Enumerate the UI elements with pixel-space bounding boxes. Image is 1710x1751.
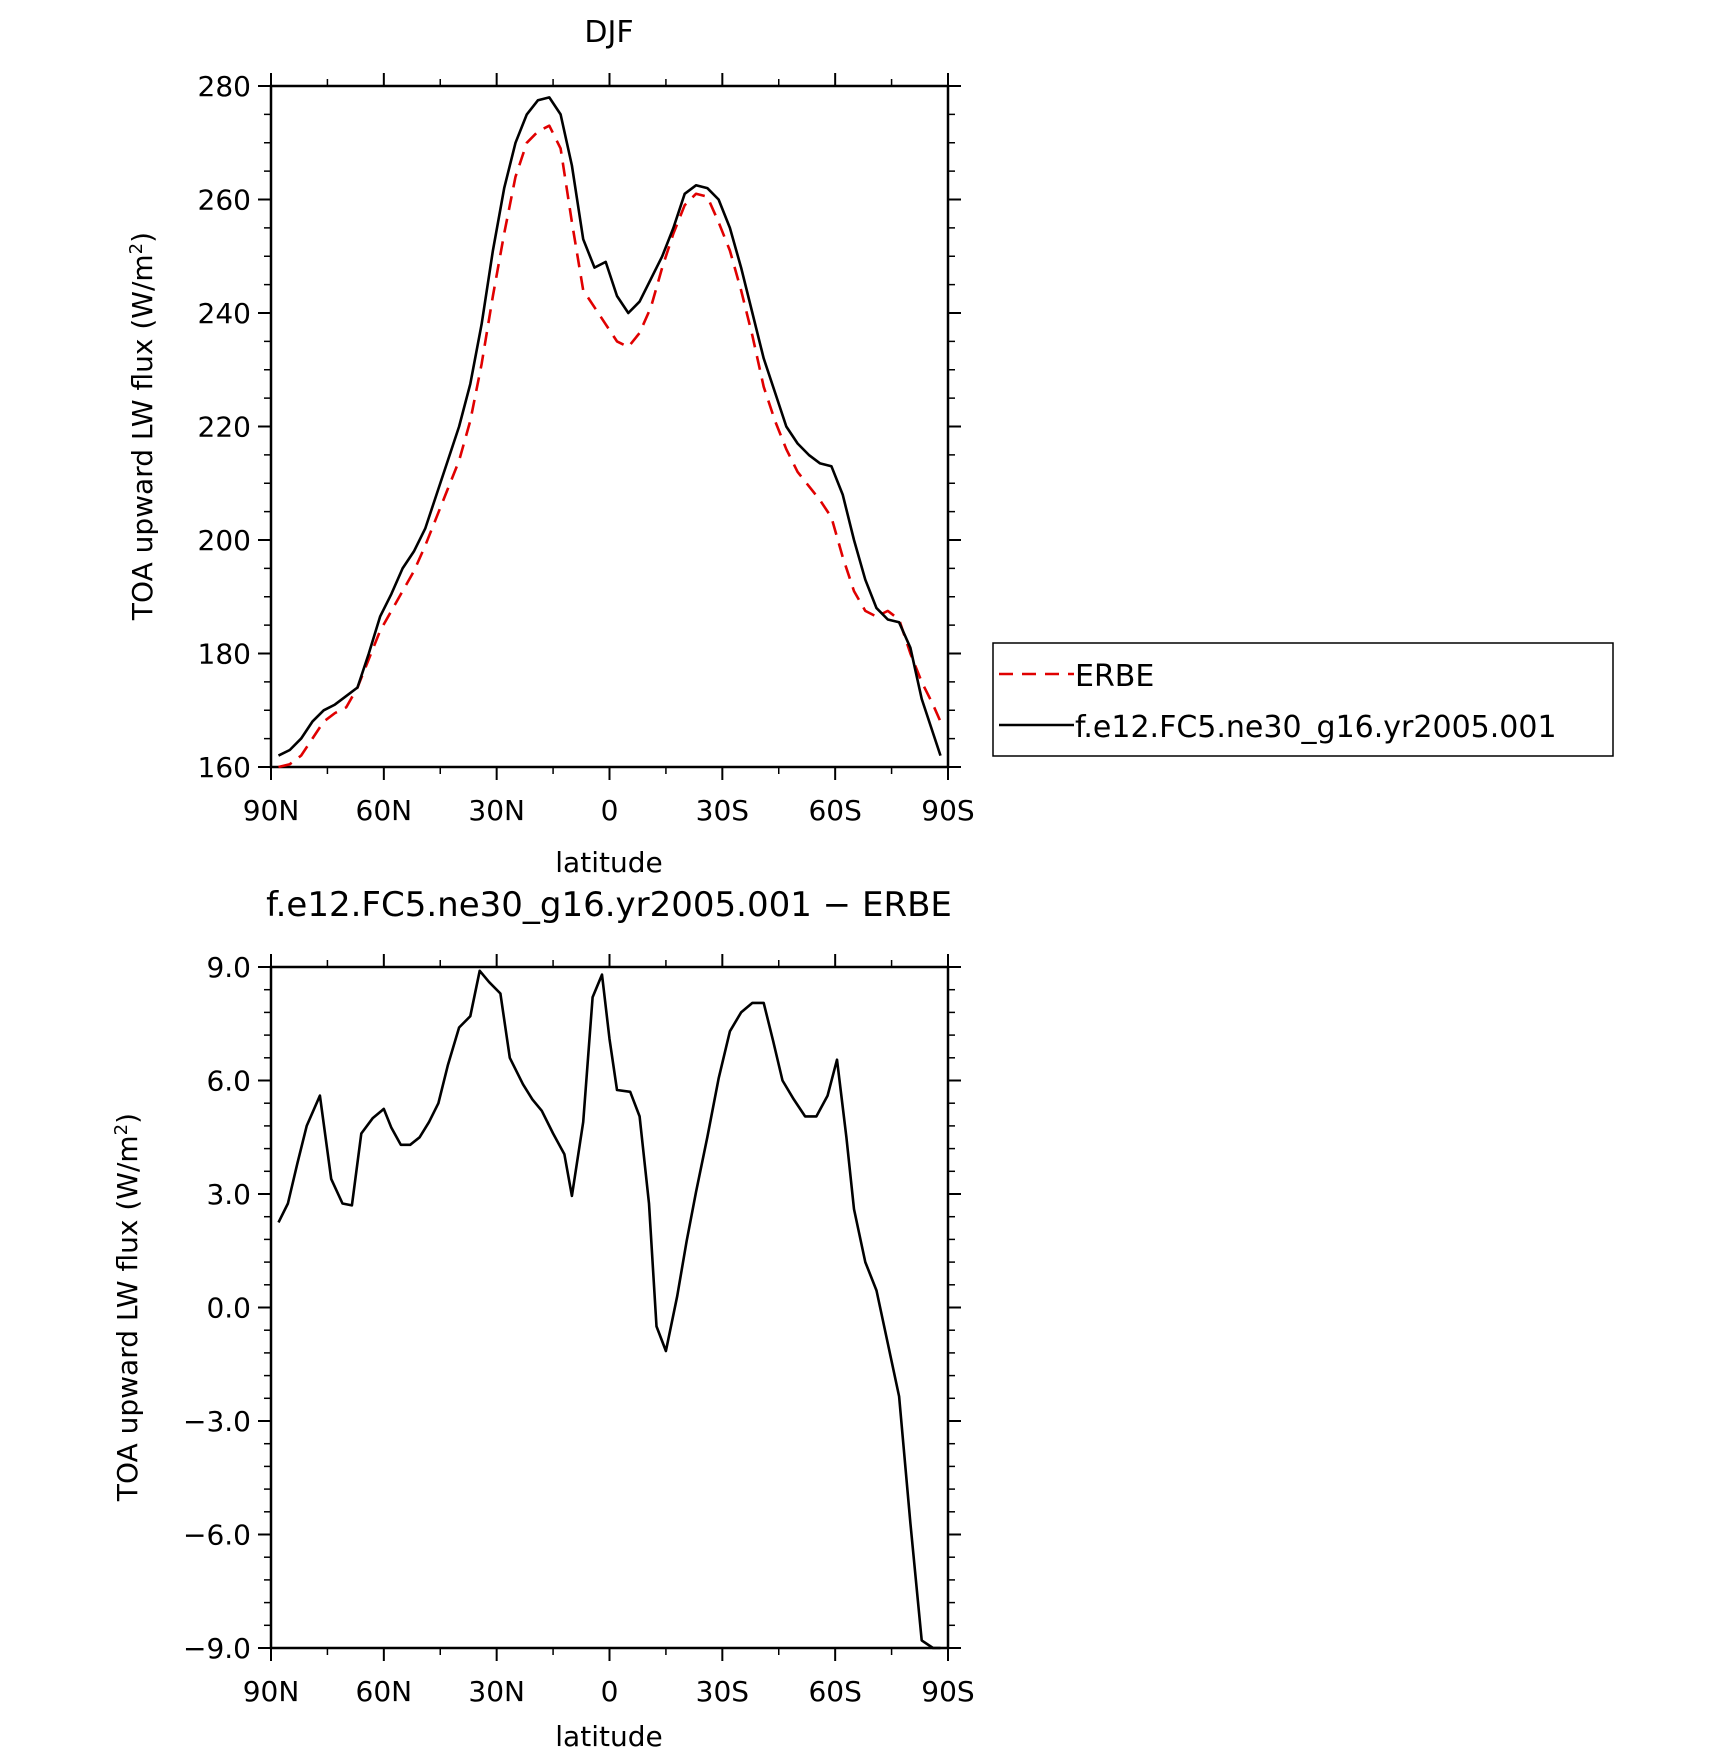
y-tick-label: 3.0 (206, 1178, 251, 1211)
y-tick-label: 240 (198, 297, 251, 330)
top-y-tick-labels: 160 180 200 220 240 260 280 (198, 70, 251, 784)
y-tick-label: 220 (198, 411, 251, 444)
bottom-plot-frame (269, 965, 950, 1650)
bottom-panel: f.e12.FC5.ne30_g16.yr2005.001 − ERBE 9.0… (111, 885, 975, 1751)
y-tick-label: 9.0 (206, 951, 251, 984)
bottom-series-group (277, 969, 941, 1650)
bottom-x-axis-label: latitude (555, 1720, 662, 1751)
legend: ERBE f.e12.FC5.ne30_g16.yr2005.001 (992, 642, 1614, 757)
legend-label-erbe: ERBE (1075, 659, 1154, 694)
y-tick-label: −9.0 (183, 1632, 251, 1665)
x-tick-label: 90N (243, 1675, 300, 1708)
x-tick-label: 60S (808, 794, 861, 827)
series-line-model (277, 96, 942, 757)
y-tick-label: 0.0 (206, 1292, 251, 1325)
top-series-group (277, 96, 942, 769)
top-plot-frame (269, 84, 950, 769)
x-tick-label: 60N (356, 1675, 413, 1708)
top-y-axis-label: TOA upward LW flux (W/m2) (126, 232, 159, 621)
x-tick-label: 60S (808, 1675, 861, 1708)
x-tick-label: 90S (921, 794, 974, 827)
top-axis-ticks (258, 73, 961, 780)
y-tick-label: 200 (198, 524, 251, 557)
y-tick-label: 260 (198, 184, 251, 217)
series-line-difference (277, 969, 941, 1650)
bottom-y-axis-label: TOA upward LW flux (W/m2) (111, 1113, 144, 1502)
y-tick-label: 160 (198, 751, 251, 784)
x-tick-label: 30N (468, 794, 525, 827)
top-x-axis-label: latitude (555, 846, 662, 879)
bottom-axis-ticks (258, 954, 961, 1661)
legend-label-model: f.e12.FC5.ne30_g16.yr2005.001 (1075, 710, 1557, 745)
x-tick-label: 30S (696, 1675, 749, 1708)
y-tick-label: −6.0 (183, 1519, 251, 1552)
x-tick-label: 0 (601, 1675, 619, 1708)
x-tick-label: 90N (243, 794, 300, 827)
legend-box (992, 642, 1614, 757)
bottom-y-tick-labels: 9.0 6.0 3.0 0.0 −3.0 −6.0 −9.0 (183, 951, 251, 1665)
y-tick-label: 180 (198, 638, 251, 671)
x-tick-label: 30N (468, 1675, 525, 1708)
y-tick-label: −3.0 (183, 1405, 251, 1438)
x-tick-label: 30S (696, 794, 749, 827)
y-tick-label: 6.0 (206, 1065, 251, 1098)
y-tick-label: 280 (198, 70, 251, 103)
bottom-chart-title: f.e12.FC5.ne30_g16.yr2005.001 − ERBE (266, 885, 952, 925)
x-tick-label: 90S (921, 1675, 974, 1708)
series-line-erbe (278, 124, 942, 769)
x-tick-label: 60N (356, 794, 413, 827)
top-panel: DJF 160 180 200 220 240 260 280 90N 60N 30N 0 30S 6… (126, 15, 975, 879)
x-tick-label: 0 (601, 794, 619, 827)
top-chart-title: DJF (584, 15, 633, 50)
bottom-x-tick-labels: 90N 60N 30N 0 30S 60S 90S (243, 1675, 975, 1708)
top-x-tick-labels: 90N 60N 30N 0 30S 60S 90S (243, 794, 975, 827)
